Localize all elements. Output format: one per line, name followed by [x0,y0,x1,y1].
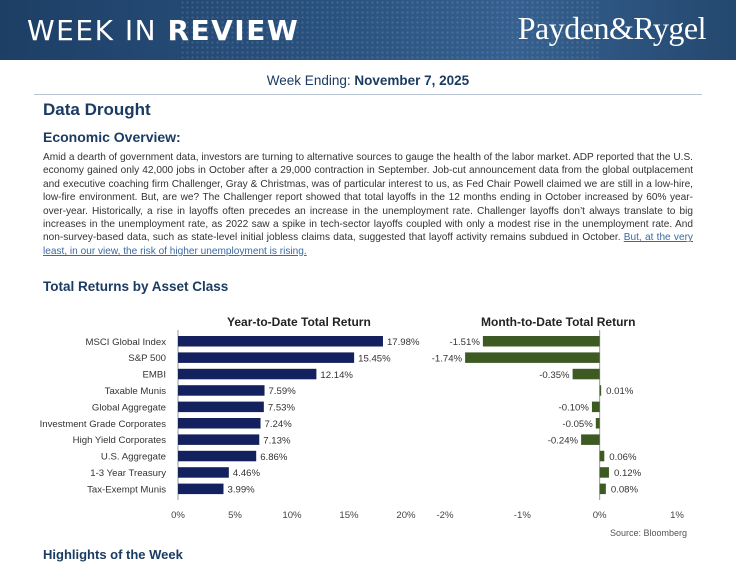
mtd-bar [595,418,600,429]
mtd-bar [599,483,606,495]
mtd-chart-title: Month-to-Date Total Return [481,315,636,329]
ytd-bar [178,368,317,380]
next-section-heading: Highlights of the Week [43,547,183,562]
ytd-value-label: 3.99% [227,485,255,496]
ytd-bar [178,450,257,462]
mtd-value-label: -1.51% [449,337,480,348]
ytd-value-label: 17.98% [387,337,420,348]
ytd-value-label: 12.14% [320,370,353,381]
week-date: November 7, 2025 [354,73,470,88]
category-label: U.S. Aggregate [101,452,166,463]
mtd-value-label: -0.24% [548,435,579,446]
ytd-bar [178,418,261,429]
category-label: Taxable Munis [105,386,167,397]
mtd-bar [581,434,600,445]
category-label: EMBI [143,370,166,381]
ytd-tick-label: 20% [396,510,416,521]
mtd-bar [465,352,600,363]
category-label: Investment Grade Corporates [40,419,167,430]
category-label: 1-3 Year Treasury [90,468,166,479]
mtd-tick-label: -2% [436,510,454,521]
category-label: S&P 500 [128,353,166,364]
category-label: High Yield Corporates [73,435,167,446]
category-label: Tax-Exempt Munis [87,484,166,495]
mtd-value-label: 0.12% [614,468,642,479]
mtd-bar [599,385,602,396]
overview-paragraph: Amid a dearth of government data, invest… [43,151,693,258]
header-banner: WEEK IN REVIEW Payden&Rygel [0,0,736,60]
week-ending: Week Ending: November 7, 2025 [0,73,736,88]
mtd-bar [599,467,609,478]
overview-heading: Economic Overview: [43,129,181,145]
mtd-bar [599,450,605,462]
ytd-value-label: 4.46% [233,468,261,479]
returns-charts: MSCI Global Index S&P 500 EMBI Taxable Muni… [40,330,684,521]
ytd-bar [178,336,383,347]
newsletter-title: WEEK IN REVIEW [27,14,299,47]
ytd-value-label: 7.53% [268,403,296,414]
ytd-tick-label: 15% [339,510,359,521]
category-label: Global Aggregate [92,402,166,413]
mtd-value-label: -0.35% [539,370,570,381]
ytd-chart-title: Year-to-Date Total Return [227,315,371,329]
week-label: Week Ending: [266,73,355,88]
mtd-value-label: -0.05% [562,419,593,430]
ytd-value-label: 6.86% [260,452,288,463]
mtd-value-label: 0.06% [609,452,637,463]
ytd-value-label: 7.24% [265,419,293,430]
mtd-value-label: 0.01% [606,386,634,397]
mtd-bar [482,336,600,347]
headline: Data Drought [43,100,151,119]
ytd-bar [178,434,260,445]
ytd-bar [178,385,265,396]
mtd-bar [591,401,600,413]
mtd-tick-label: 0% [593,510,607,521]
ytd-tick-label: 5% [228,510,242,521]
ytd-tick-label: 10% [282,510,302,521]
source-note: Source: Bloomberg [610,528,688,538]
title-bold: REVIEW [167,14,300,47]
ytd-bar [178,401,264,413]
ytd-tick-label: 0% [171,510,185,521]
overview-text: Amid a dearth of government data, invest… [43,152,693,244]
mtd-bar [572,368,600,380]
category-label: MSCI Global Index [85,337,166,348]
ytd-value-label: 7.59% [269,386,297,397]
mtd-value-label: 0.08% [611,485,639,496]
ytd-value-label: 15.45% [358,353,391,364]
ytd-bar [178,483,224,495]
mtd-value-label: -1.74% [432,353,463,364]
overview-link[interactable]: But, at the very least, in our view, the… [43,232,693,257]
ytd-value-label: 7.13% [263,435,291,446]
returns-heading: Total Returns by Asset Class [43,279,229,294]
brand-logo: Payden&Rygel [517,10,707,46]
ytd-bar [178,467,229,478]
ytd-bar [178,352,355,363]
banner-pattern [180,0,600,60]
mtd-tick-label: -1% [514,510,532,521]
divider [34,94,702,95]
mtd-value-label: -0.10% [559,403,590,414]
title-light: WEEK IN [27,14,168,47]
mtd-tick-label: 1% [670,510,684,521]
